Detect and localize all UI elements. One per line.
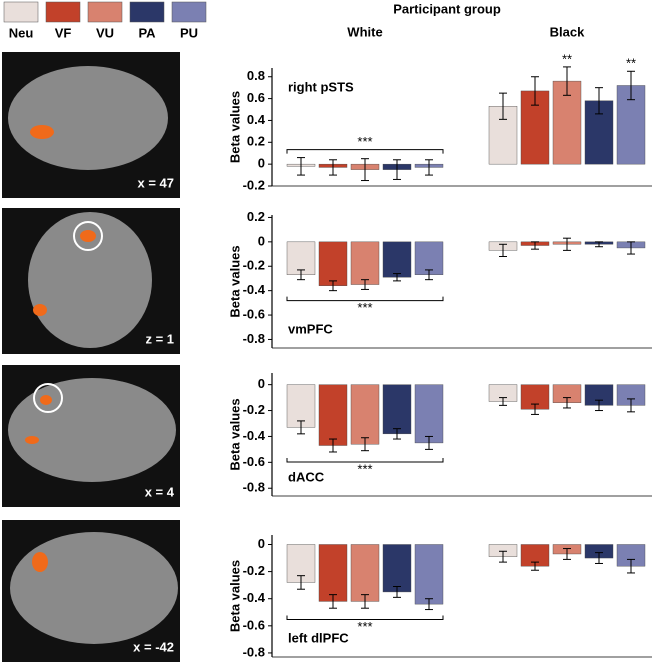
region-label: vmPFC [288, 321, 333, 336]
slice-label: x = 4 [145, 484, 175, 499]
bar [382, 384, 412, 435]
significance: ** [562, 51, 572, 66]
bar [318, 544, 348, 602]
legend-swatch [45, 1, 81, 23]
y-tick-label: 0 [258, 536, 265, 551]
slice-label: x = 47 [137, 175, 174, 190]
legend-swatch [3, 1, 39, 23]
y-tick-label: -0.4 [243, 282, 266, 297]
brain-shape [8, 66, 168, 170]
activation [40, 395, 52, 405]
legend-label: PU [180, 25, 198, 40]
legend-label: VU [96, 25, 114, 40]
bracket [286, 296, 444, 302]
activation [80, 230, 96, 242]
bracket [286, 457, 444, 463]
brain-slices [2, 52, 180, 662]
legend-swatch [87, 1, 123, 23]
group-label: Black [550, 24, 585, 39]
y-tick-label: 0.8 [247, 68, 265, 83]
bracket [286, 149, 444, 154]
y-tick-label: 0 [258, 376, 265, 391]
y-axis-label: Beta values [227, 91, 242, 163]
significance: *** [357, 619, 372, 634]
brain-shape [10, 532, 178, 644]
y-tick-label: 0.2 [247, 134, 265, 149]
slice-label: z = 1 [145, 331, 174, 346]
bar [286, 241, 316, 275]
y-tick-label: -0.8 [243, 480, 265, 495]
y-axis-label: Beta values [227, 245, 242, 317]
significance: *** [357, 461, 372, 476]
chart-title: Participant group [393, 1, 501, 16]
y-tick-label: -0.4 [243, 590, 266, 605]
activation [32, 552, 48, 572]
roi-circle [73, 221, 103, 251]
bar [382, 241, 412, 278]
brain-shape [8, 378, 176, 482]
y-axis-label: Beta values [227, 560, 242, 632]
brain-shape [28, 212, 152, 348]
y-tick-label: 0 [258, 156, 265, 171]
y-tick-label: -0.6 [243, 306, 265, 321]
y-tick-label: -0.2 [243, 402, 265, 417]
significance: *** [357, 134, 372, 149]
group-label: White [347, 24, 382, 39]
y-tick-label: -0.8 [243, 644, 265, 659]
significance: *** [357, 300, 372, 315]
bar [350, 544, 380, 602]
y-tick-label: -0.6 [243, 617, 265, 632]
bar [382, 544, 412, 593]
significance: ** [626, 56, 636, 71]
activation [25, 436, 39, 444]
slice-label: x = -42 [133, 639, 174, 654]
y-tick-label: -0.6 [243, 454, 265, 469]
y-tick-label: -0.4 [243, 428, 266, 443]
y-tick-label: 0.4 [247, 112, 266, 127]
bar [414, 384, 444, 444]
region-label: left dlPFC [288, 630, 349, 645]
bar [414, 544, 444, 605]
region-label: dACC [288, 469, 325, 484]
region-label: right pSTS [288, 79, 354, 94]
legend-swatch [171, 1, 207, 23]
y-tick-label: 0.2 [247, 209, 265, 224]
bracket [286, 615, 444, 621]
y-tick-label: 0.6 [247, 90, 265, 105]
bar [318, 384, 348, 446]
activation [33, 304, 47, 316]
y-tick-label: -0.2 [243, 563, 265, 578]
activation [30, 125, 54, 139]
legend-swatch [129, 1, 165, 23]
y-tick-label: -0.8 [243, 331, 265, 346]
y-tick-label: 0 [258, 233, 265, 248]
y-tick-label: -0.2 [243, 258, 265, 273]
bar [318, 241, 348, 286]
legend-label: VF [55, 25, 72, 40]
roi-circle [33, 383, 63, 413]
legend-label: Neu [9, 25, 34, 40]
bar [350, 384, 380, 445]
bar [286, 384, 316, 428]
y-tick-label: -0.2 [243, 177, 265, 192]
bar [350, 241, 380, 285]
y-axis-label: Beta values [227, 398, 242, 470]
legend-label: PA [138, 25, 156, 40]
